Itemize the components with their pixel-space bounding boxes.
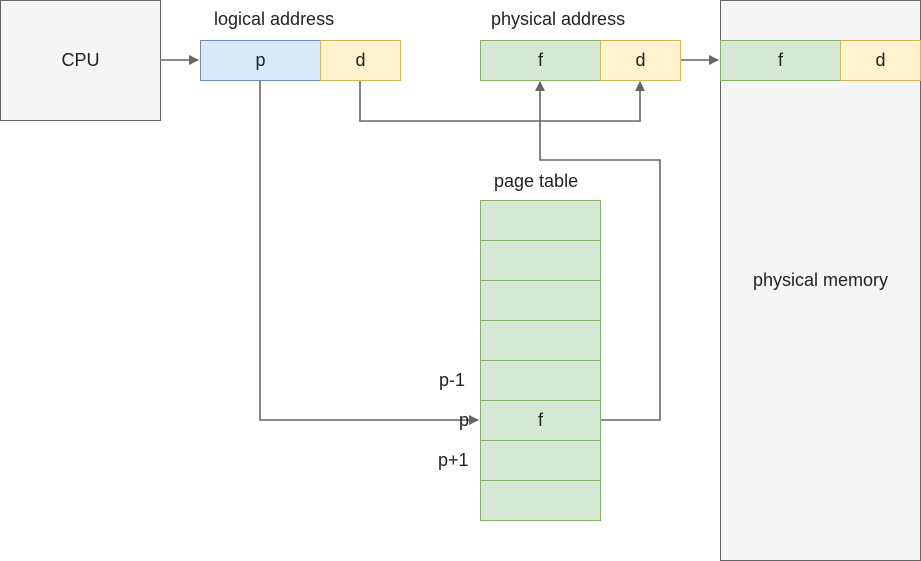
page-table-row: [480, 440, 601, 481]
logical-page-cell: p: [200, 40, 321, 81]
page-table-row: [480, 480, 601, 521]
page-table-row: [480, 320, 601, 361]
physical-address-title: physical address: [491, 9, 625, 30]
logical-offset-label: d: [355, 50, 365, 71]
logical-address-title: logical address: [214, 9, 334, 30]
logical-page-label: p: [255, 50, 265, 71]
page-table-row: [480, 200, 601, 241]
cpu-label: CPU: [61, 50, 99, 71]
arrow-offset-to-physical: [360, 80, 640, 121]
row-label-p: p: [459, 410, 469, 431]
physical-frame-label: f: [538, 50, 543, 71]
row-label-p-plus-1: p+1: [438, 450, 469, 471]
page-table-row: [480, 240, 601, 281]
physical-offset-label: d: [635, 50, 645, 71]
memory-offset-cell: d: [840, 40, 921, 81]
page-table-row: [480, 280, 601, 321]
memory-offset-label: d: [875, 50, 885, 71]
physical-offset-cell: d: [600, 40, 681, 81]
page-table-row-p: f: [480, 400, 601, 441]
page-table-frame-label: f: [538, 410, 543, 431]
page-table-title: page table: [494, 171, 578, 192]
memory-frame-label: f: [778, 50, 783, 71]
row-label-p-minus-1: p-1: [439, 370, 465, 391]
physical-memory-label: physical memory: [753, 270, 888, 291]
physical-memory-box: physical memory: [720, 0, 921, 561]
logical-offset-cell: d: [320, 40, 401, 81]
memory-frame-cell: f: [720, 40, 841, 81]
page-table-row: [480, 360, 601, 401]
arrow-page-to-table: [260, 80, 478, 420]
cpu-box: CPU: [0, 0, 161, 121]
physical-frame-cell: f: [480, 40, 601, 81]
